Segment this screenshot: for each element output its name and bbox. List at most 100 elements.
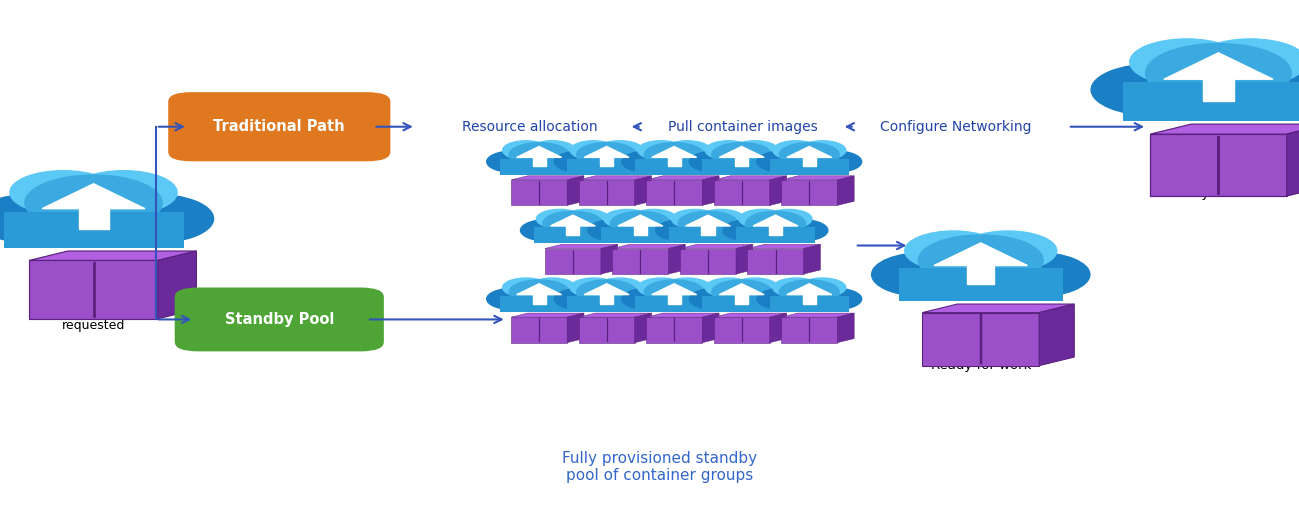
Circle shape bbox=[570, 278, 617, 297]
Circle shape bbox=[707, 144, 777, 173]
Circle shape bbox=[656, 220, 708, 241]
Polygon shape bbox=[578, 313, 652, 317]
Circle shape bbox=[673, 213, 743, 242]
Bar bbox=[601, 227, 679, 243]
Text: Ready for work: Ready for work bbox=[930, 359, 1031, 372]
Circle shape bbox=[705, 278, 752, 297]
Circle shape bbox=[596, 278, 643, 297]
Polygon shape bbox=[770, 176, 787, 205]
Circle shape bbox=[611, 211, 670, 235]
Bar bbox=[735, 155, 748, 166]
Polygon shape bbox=[804, 244, 821, 274]
Circle shape bbox=[757, 288, 809, 309]
Circle shape bbox=[872, 252, 981, 297]
Circle shape bbox=[622, 288, 674, 309]
Polygon shape bbox=[578, 176, 652, 180]
Polygon shape bbox=[635, 313, 652, 343]
Bar bbox=[737, 227, 814, 243]
Polygon shape bbox=[652, 146, 696, 157]
Polygon shape bbox=[703, 313, 720, 343]
Circle shape bbox=[757, 151, 809, 172]
Polygon shape bbox=[934, 243, 1028, 266]
Circle shape bbox=[779, 280, 839, 304]
Bar bbox=[500, 158, 578, 175]
Polygon shape bbox=[551, 215, 595, 226]
Polygon shape bbox=[713, 176, 787, 180]
Bar bbox=[578, 180, 635, 205]
Circle shape bbox=[664, 278, 711, 297]
Polygon shape bbox=[669, 244, 686, 274]
Bar bbox=[635, 296, 713, 312]
Circle shape bbox=[536, 210, 583, 229]
Bar bbox=[600, 155, 613, 166]
Circle shape bbox=[690, 288, 742, 309]
Polygon shape bbox=[686, 215, 730, 226]
Circle shape bbox=[774, 281, 844, 310]
Polygon shape bbox=[511, 176, 585, 180]
Circle shape bbox=[674, 151, 726, 172]
Bar bbox=[703, 158, 781, 175]
Circle shape bbox=[607, 288, 659, 309]
Circle shape bbox=[765, 210, 812, 229]
Circle shape bbox=[588, 220, 640, 241]
Circle shape bbox=[596, 141, 643, 160]
Bar bbox=[770, 296, 848, 312]
Bar bbox=[1122, 82, 1299, 121]
Bar bbox=[899, 268, 1063, 301]
Polygon shape bbox=[720, 284, 764, 295]
Polygon shape bbox=[652, 284, 696, 295]
Circle shape bbox=[555, 288, 607, 309]
Circle shape bbox=[674, 288, 726, 309]
Circle shape bbox=[799, 141, 846, 160]
Polygon shape bbox=[703, 176, 720, 205]
Polygon shape bbox=[544, 244, 618, 249]
Circle shape bbox=[644, 143, 704, 167]
Polygon shape bbox=[922, 304, 1074, 313]
Circle shape bbox=[1130, 39, 1243, 85]
Bar bbox=[668, 293, 681, 304]
Circle shape bbox=[630, 210, 677, 229]
Text: Fully provisioned standby
pool of container groups: Fully provisioned standby pool of contai… bbox=[562, 451, 757, 484]
Polygon shape bbox=[747, 244, 821, 249]
Polygon shape bbox=[1164, 53, 1273, 79]
Polygon shape bbox=[568, 313, 585, 343]
Circle shape bbox=[672, 210, 718, 229]
Bar bbox=[634, 224, 647, 235]
Polygon shape bbox=[612, 244, 686, 249]
Polygon shape bbox=[770, 313, 787, 343]
Polygon shape bbox=[1039, 304, 1074, 365]
Circle shape bbox=[904, 231, 1003, 270]
FancyBboxPatch shape bbox=[174, 287, 385, 352]
Circle shape bbox=[746, 211, 805, 235]
Circle shape bbox=[705, 141, 752, 160]
Bar bbox=[4, 212, 183, 248]
Circle shape bbox=[1194, 39, 1299, 85]
Polygon shape bbox=[568, 176, 585, 205]
Bar bbox=[966, 261, 995, 284]
Polygon shape bbox=[646, 176, 720, 180]
Circle shape bbox=[638, 278, 685, 297]
Bar bbox=[770, 158, 848, 175]
Bar bbox=[533, 155, 546, 166]
Circle shape bbox=[577, 280, 637, 304]
Circle shape bbox=[70, 171, 177, 214]
Circle shape bbox=[562, 210, 609, 229]
Polygon shape bbox=[585, 146, 629, 157]
Circle shape bbox=[740, 213, 811, 242]
Circle shape bbox=[698, 210, 744, 229]
Bar bbox=[668, 155, 681, 166]
Text: Container
requested: Container requested bbox=[62, 304, 125, 332]
Circle shape bbox=[521, 220, 573, 241]
Bar bbox=[646, 180, 703, 205]
Circle shape bbox=[959, 231, 1056, 270]
Text: Pull container images: Pull container images bbox=[668, 120, 818, 134]
Bar bbox=[612, 249, 669, 274]
Polygon shape bbox=[29, 251, 196, 260]
Bar bbox=[735, 293, 748, 304]
Circle shape bbox=[809, 151, 861, 172]
Circle shape bbox=[543, 211, 603, 235]
Text: Traditional Path: Traditional Path bbox=[213, 119, 346, 134]
Polygon shape bbox=[787, 284, 831, 295]
Circle shape bbox=[799, 278, 846, 297]
Circle shape bbox=[724, 220, 776, 241]
